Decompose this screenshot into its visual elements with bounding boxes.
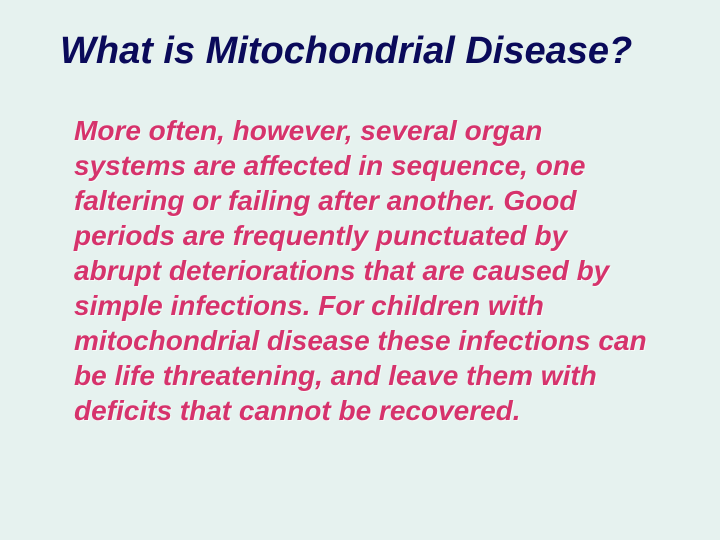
slide: What is Mitochondrial Disease? More ofte… bbox=[0, 0, 720, 540]
slide-title: What is Mitochondrial Disease? bbox=[60, 30, 670, 73]
slide-body-text: More often, however, several organ syste… bbox=[60, 113, 670, 428]
